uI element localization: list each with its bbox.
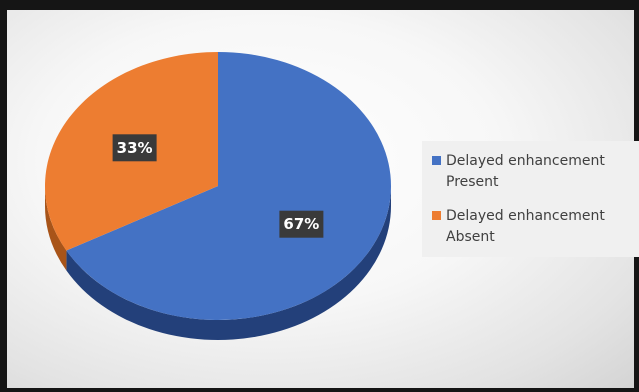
data-label-box-1 xyxy=(112,134,157,162)
data-label-0: 67% xyxy=(283,215,319,233)
legend-swatch-present xyxy=(432,156,441,165)
data-label-box-0 xyxy=(279,210,324,238)
legend: Delayed enhancement Present Delayed enha… xyxy=(422,141,639,257)
legend-label-absent: Delayed enhancement Absent xyxy=(446,208,605,245)
pie-slice-0 xyxy=(66,52,392,321)
pie-side-0 xyxy=(66,186,392,341)
legend-swatch-absent xyxy=(432,211,441,220)
data-label-1: 33% xyxy=(117,139,153,157)
legend-label-present: Delayed enhancement Present xyxy=(446,153,605,190)
pie-side-1 xyxy=(45,186,67,271)
